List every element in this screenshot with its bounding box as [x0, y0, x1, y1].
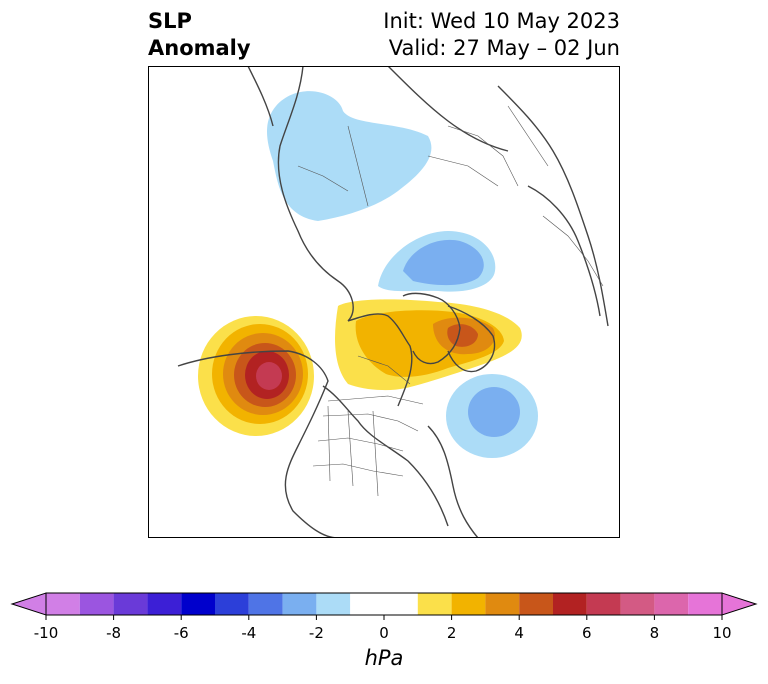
colorbar-tick-label: -10 — [33, 624, 59, 642]
colorbar-segment — [350, 593, 418, 615]
colorbar-tick-label: 4 — [514, 624, 524, 642]
colorbar-ticks — [45, 615, 723, 620]
colorbar-tick-label: -8 — [106, 624, 122, 642]
colorbar-tick-label: -6 — [173, 624, 189, 642]
colorbar-segment — [282, 593, 317, 615]
colorbar-segment — [417, 593, 452, 615]
title-variable-line2: Anomaly — [148, 36, 251, 60]
colorbar-segment — [654, 593, 689, 615]
colorbar-tick-label: -4 — [241, 624, 257, 642]
date-info: Init: Wed 10 May 2023 Valid: 27 May – 02… — [383, 8, 620, 62]
colorbar-segment — [451, 593, 486, 615]
colorbar-segment — [519, 593, 553, 615]
negative-anomaly-north-atlantic — [446, 374, 538, 458]
colorbar-tick-label: -2 — [308, 624, 324, 642]
colorbar-extend-min — [10, 592, 47, 616]
colorbar-tick-label: 0 — [379, 624, 389, 642]
colorbar — [10, 592, 758, 620]
colorbar-segment — [46, 593, 80, 615]
valid-range: Valid: 27 May – 02 Jun — [388, 36, 620, 60]
colorbar-tick-label: 6 — [582, 624, 592, 642]
coastlines — [177, 66, 609, 538]
chart-title: SLP Anomaly — [148, 8, 251, 62]
positive-anomaly-canadian-arctic-greenland — [335, 299, 522, 391]
colorbar-unit-label: hPa — [364, 646, 404, 670]
colorbar-segment — [485, 593, 520, 615]
colorbar-tick-label: 10 — [712, 624, 732, 642]
colorbar-extend-max — [721, 592, 758, 616]
colorbar-segment — [688, 593, 722, 615]
colorbar-segment — [181, 593, 215, 615]
colorbar-tick-label: 8 — [649, 624, 660, 642]
colorbar-segments — [10, 592, 758, 616]
init-date: Init: Wed 10 May 2023 — [383, 9, 620, 33]
colorbar-segment — [215, 593, 249, 615]
colorbar-segment — [248, 593, 283, 615]
colorbar-segment — [79, 593, 114, 615]
colorbar-segment — [620, 593, 655, 615]
colorbar-segment — [113, 593, 148, 615]
positive-anomaly-northeast-pacific — [198, 316, 314, 436]
colorbar-segment — [586, 593, 621, 615]
title-variable-line1: SLP — [148, 9, 192, 33]
negative-anomaly-barents-kara — [378, 231, 496, 292]
colorbar-segment — [553, 593, 587, 615]
map-panel — [148, 66, 620, 538]
colorbar-segment — [316, 593, 351, 615]
colorbar-segment — [147, 593, 182, 615]
negative-anomaly-siberia — [267, 91, 432, 221]
anomaly-map — [148, 66, 620, 538]
country-borders — [297, 105, 604, 497]
colorbar-tick-label: 2 — [446, 624, 457, 642]
